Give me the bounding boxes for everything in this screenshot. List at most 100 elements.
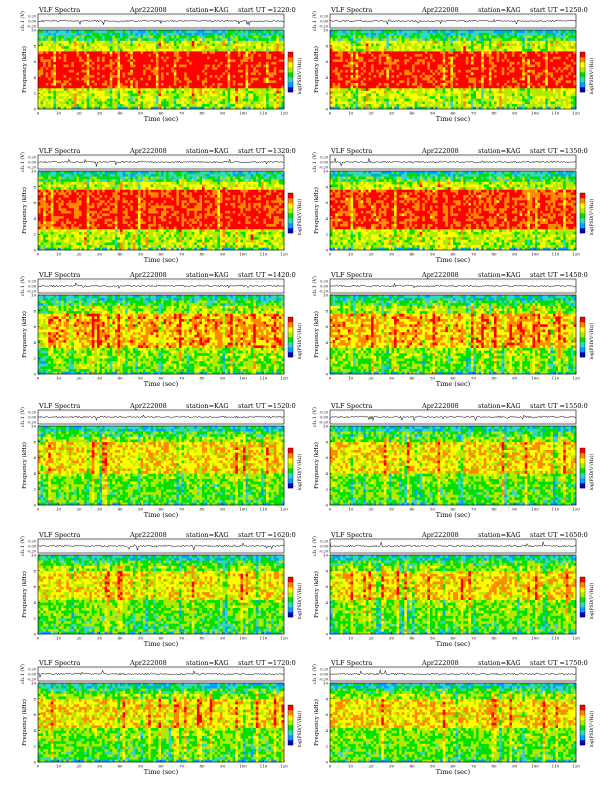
spectrogram-cell <box>133 35 136 38</box>
spectrogram-cell <box>261 43 264 46</box>
spectrogram-cell <box>223 35 226 38</box>
spectrogram-cell <box>228 64 231 67</box>
spectrogram-cell <box>207 62 210 65</box>
spectrogram-cell <box>46 30 49 33</box>
spectrogram-cell <box>217 62 220 65</box>
spectrogram-cell <box>251 48 254 51</box>
spectrogram-cell <box>182 98 185 101</box>
spectrogram-cell <box>228 101 231 104</box>
spectrogram-cell <box>115 43 118 46</box>
spectrogram-cell <box>238 64 241 67</box>
spectrogram-cell <box>38 30 41 33</box>
spectrogram-cell <box>153 98 156 101</box>
spectrogram-cell <box>100 48 103 51</box>
spectrogram-cell <box>87 91 90 94</box>
spectrogram-cell <box>184 43 187 46</box>
spectrogram-cell <box>41 38 44 41</box>
spectrogram-cell <box>158 33 161 36</box>
spectrogram-cell <box>238 46 241 49</box>
spectrogram-cell <box>248 91 251 94</box>
spectrogram-cell <box>258 38 261 41</box>
spectrogram-cell <box>156 88 159 91</box>
spectrogram-cell <box>407 83 410 86</box>
spectrogram-cell <box>135 30 138 33</box>
spectrogram-cell <box>161 35 164 38</box>
spectrogram-cell <box>107 67 110 70</box>
spectrogram-cell <box>138 98 141 101</box>
spectrogram-cell <box>228 62 231 65</box>
spectrogram-cell <box>97 64 100 67</box>
spectrogram-cell <box>194 88 197 91</box>
spectrogram-cell <box>102 85 105 88</box>
spectrogram-cell <box>74 72 77 75</box>
spectrogram-cell <box>38 104 41 107</box>
spectrogram-cell <box>194 91 197 94</box>
spectrogram-cell <box>161 54 164 57</box>
spectrogram-cell <box>84 88 87 91</box>
spectrogram-cell <box>217 51 220 54</box>
spectrogram-cell <box>74 98 77 101</box>
spectrogram-cell <box>228 96 231 99</box>
spectrogram-cell <box>412 83 415 86</box>
spectrogram-cell <box>269 72 272 75</box>
spectrogram-cell <box>212 30 215 33</box>
spectrogram-cell <box>194 101 197 104</box>
spectrogram-cell <box>550 101 553 104</box>
spectrogram-cell <box>253 93 256 96</box>
spectrogram-cell <box>197 51 200 54</box>
spectrogram-cell <box>197 98 200 101</box>
spectrogram-cell <box>128 54 131 57</box>
spectrogram-cell <box>264 64 267 67</box>
spectrogram-cell <box>212 104 215 107</box>
spectrogram-cell <box>107 96 110 99</box>
spectrogram-cell <box>230 56 233 59</box>
spectrogram-cell <box>87 33 90 36</box>
spectrogram-cell <box>407 104 410 107</box>
spectrogram-cell <box>271 85 274 88</box>
spectrogram-cell <box>156 30 159 33</box>
spectrogram-cell <box>384 83 387 86</box>
spectrogram-cell <box>517 96 520 99</box>
spectrogram-cell <box>92 83 95 86</box>
spectrogram-cell <box>94 80 97 83</box>
spectrogram-cell <box>456 98 459 101</box>
spectrogram-cell <box>89 72 92 75</box>
spectrogram-cell <box>258 72 261 75</box>
spectrogram-cell <box>176 77 179 80</box>
spectrogram-cell <box>169 88 172 91</box>
spectrogram-cell <box>197 104 200 107</box>
spectrogram-cell <box>248 83 251 86</box>
spectrogram-cell <box>92 56 95 59</box>
spectrogram-cell <box>138 46 141 49</box>
spectrogram-cell <box>82 64 85 67</box>
spectrogram-cell <box>169 59 172 62</box>
spectrogram-cell <box>138 35 141 38</box>
spectrogram-cell <box>74 93 77 96</box>
spectrogram-cell <box>102 48 105 51</box>
spectrogram-cell <box>509 104 512 107</box>
spectrogram-cell <box>148 83 151 86</box>
spectrogram-cell <box>79 30 82 33</box>
spectrogram-cell <box>102 43 105 46</box>
spectrogram-cell <box>279 98 282 101</box>
spectrogram-cell <box>105 93 108 96</box>
spectrogram-cell <box>379 91 382 94</box>
spectrogram-cell <box>125 62 128 65</box>
spectrogram-cell <box>348 104 351 107</box>
spectrogram-cell <box>48 35 51 38</box>
spectrogram-cell <box>563 98 566 101</box>
spectrogram-cell <box>138 64 141 67</box>
spectrogram-cell <box>217 30 220 33</box>
spectrogram-cell <box>248 85 251 88</box>
spectrogram-cell <box>123 88 126 91</box>
spectrogram-cell <box>235 85 238 88</box>
spectrogram-cell <box>176 64 179 67</box>
spectrogram-cell <box>53 88 56 91</box>
spectrogram-cell <box>376 88 379 91</box>
spectrogram-cell <box>507 85 510 88</box>
spectrogram-cell <box>199 30 202 33</box>
spectrogram-cell <box>71 51 74 54</box>
spectrogram-cell <box>202 56 205 59</box>
spectrogram-cell <box>125 104 128 107</box>
spectrogram-cell <box>392 85 395 88</box>
